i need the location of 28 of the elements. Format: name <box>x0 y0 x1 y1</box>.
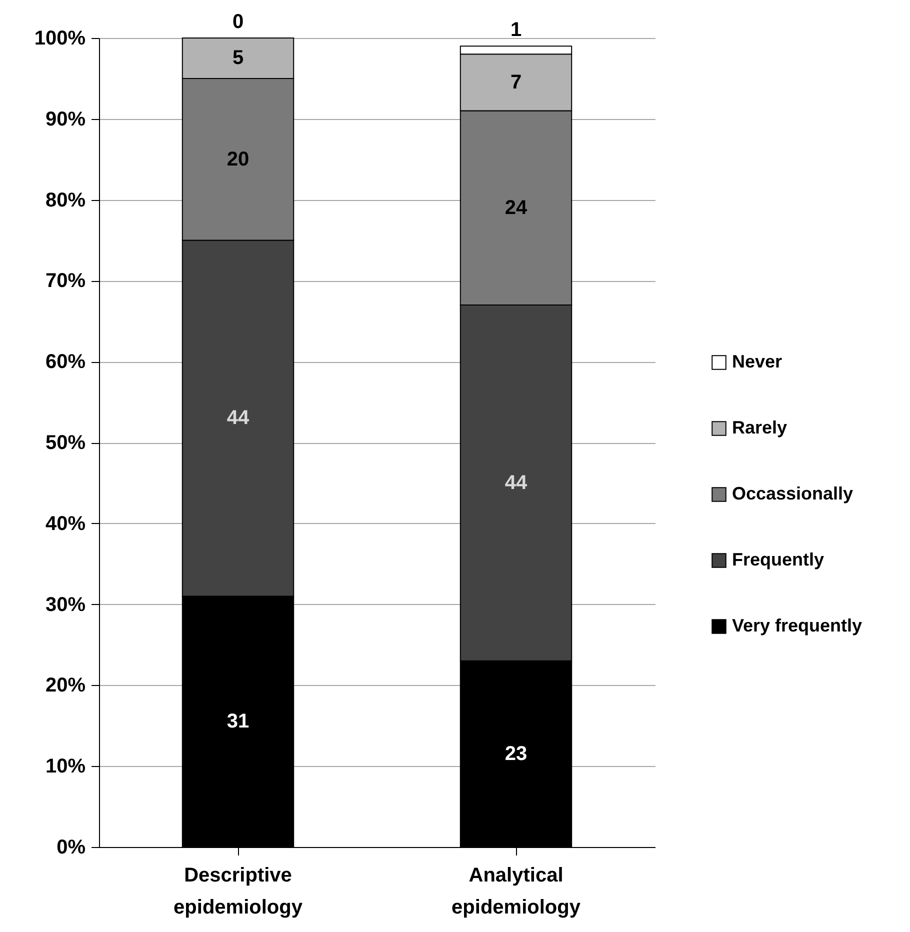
y-tick-label: 30% <box>45 594 86 616</box>
data-label: 23 <box>504 742 528 765</box>
y-tick-label: 40% <box>45 512 86 535</box>
data-label: 24 <box>504 196 528 219</box>
legend-label: Frequently <box>732 550 824 570</box>
legend-label: Rarely <box>732 418 788 438</box>
x-tick-label: Descriptive epidemiology <box>174 864 304 918</box>
y-tick-label: 80% <box>45 189 86 212</box>
x-tick-label: Analytical epidemiology <box>452 864 582 918</box>
y-tick-label: 60% <box>45 351 86 374</box>
y-tick-label: 20% <box>45 674 86 697</box>
legend-label: Occassionally <box>732 484 854 504</box>
y-tick-label: 10% <box>45 756 86 778</box>
y-tick-label: 100% <box>34 28 86 50</box>
data-label: 5 <box>232 47 244 70</box>
data-label: 0 <box>232 11 244 33</box>
y-tick-label: 90% <box>45 108 86 130</box>
y-tick-label: 70% <box>45 270 86 292</box>
data-label: 20 <box>226 148 250 170</box>
legend-label: Very frequently <box>732 616 862 636</box>
y-tick-label: 50% <box>45 432 86 454</box>
legend-label: Never <box>732 352 782 372</box>
data-label: 1 <box>510 19 522 42</box>
y-tick-label: 0% <box>56 836 86 858</box>
data-label: 44 <box>226 407 250 430</box>
data-label: 31 <box>226 710 250 733</box>
data-label: 44 <box>504 472 528 494</box>
data-label: 7 <box>510 71 522 94</box>
